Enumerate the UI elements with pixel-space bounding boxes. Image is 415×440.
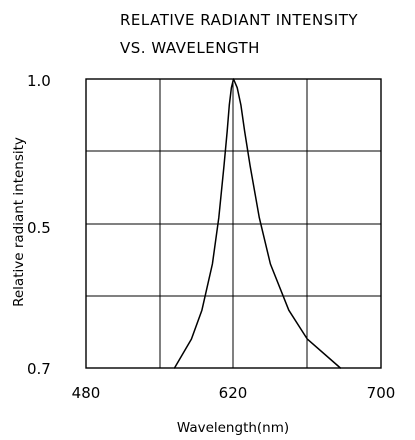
x-axis-label: Wavelength(nm) <box>177 420 289 436</box>
y-tick-label-top: 1.0 <box>27 72 51 90</box>
chart-title-line-1: RELATIVE RADIANT INTENSITY <box>120 11 358 29</box>
y-axis-label: Relative radiant intensity <box>11 137 27 307</box>
y-tick-label-bottom: 0.7 <box>27 360 51 378</box>
x-tick-label-right: 700 <box>367 384 396 402</box>
y-tick-label-middle: 0.5 <box>27 219 51 237</box>
plot-grid <box>85 78 382 369</box>
chart-title-line-2: VS. WAVELENGTH <box>120 39 260 57</box>
x-tick-label-center: 620 <box>219 384 248 402</box>
chart-series <box>173 78 342 369</box>
intensity-curve <box>173 78 342 369</box>
x-tick-label-left: 480 <box>72 384 101 402</box>
